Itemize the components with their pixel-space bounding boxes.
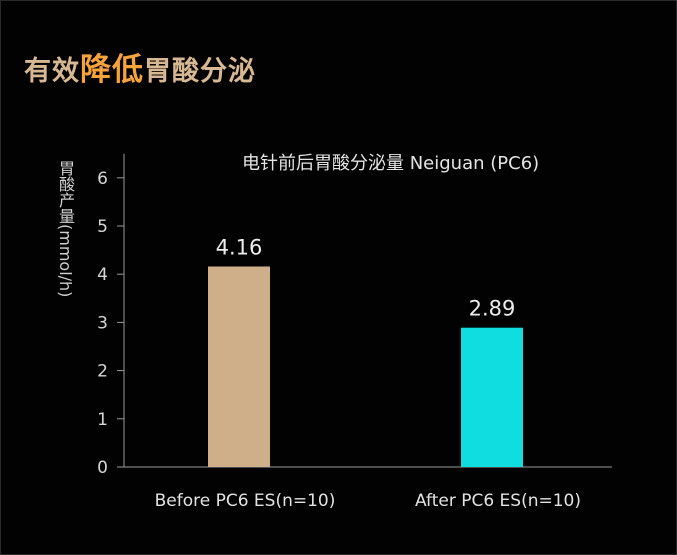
y-tick-label: 6 bbox=[97, 169, 108, 189]
y-tick-label: 2 bbox=[97, 362, 108, 382]
y-tick-label: 0 bbox=[97, 458, 108, 478]
x-category-label: After PC6 ES(n=10) bbox=[415, 491, 581, 511]
x-category-label: Before PC6 ES(n=10) bbox=[155, 491, 336, 511]
bar-1 bbox=[208, 266, 270, 467]
chart-title: 电针前后胃酸分泌量 Neiguan (PC6) bbox=[242, 153, 540, 174]
headline-emphasis: 降低 bbox=[80, 52, 144, 88]
bar-2 bbox=[461, 327, 523, 467]
headline-prefix: 有效 bbox=[24, 56, 80, 87]
y-tick-label: 3 bbox=[97, 313, 108, 333]
y-tick-label: 5 bbox=[97, 217, 108, 237]
y-tick-label: 4 bbox=[97, 265, 108, 285]
y-tick-label: 1 bbox=[97, 410, 108, 430]
headline: 有效降低胃酸分泌 bbox=[24, 44, 256, 89]
y-axis-label: 胃酸产量(mmol/h) bbox=[56, 160, 75, 298]
bar-value-label: 2.89 bbox=[469, 297, 516, 321]
bar-value-label: 4.16 bbox=[216, 235, 263, 259]
headline-suffix: 胃酸分泌 bbox=[144, 56, 256, 87]
